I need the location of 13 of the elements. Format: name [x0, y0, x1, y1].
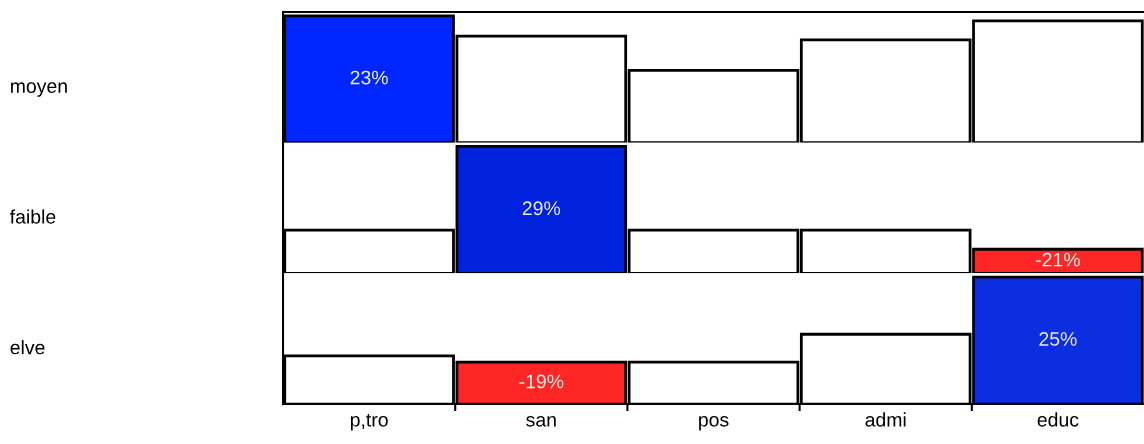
x-tick-label: p,tro: [350, 413, 388, 431]
x-tick-label: san: [526, 416, 556, 427]
annotation: 29%: [522, 201, 561, 216]
annotation: -21%: [1036, 252, 1080, 267]
x-tick-label: admi: [865, 412, 906, 427]
y-axis-title: faible: [10, 209, 56, 224]
annotation: 25%: [1039, 332, 1077, 346]
x-tick-label: pos: [699, 416, 729, 431]
annotation: 23%: [350, 70, 388, 85]
annotation: -19%: [519, 374, 564, 389]
x-tick-label: educ: [1037, 412, 1079, 427]
y-axis-title: elve: [10, 340, 45, 355]
y-axis-title: moyen: [11, 82, 67, 97]
